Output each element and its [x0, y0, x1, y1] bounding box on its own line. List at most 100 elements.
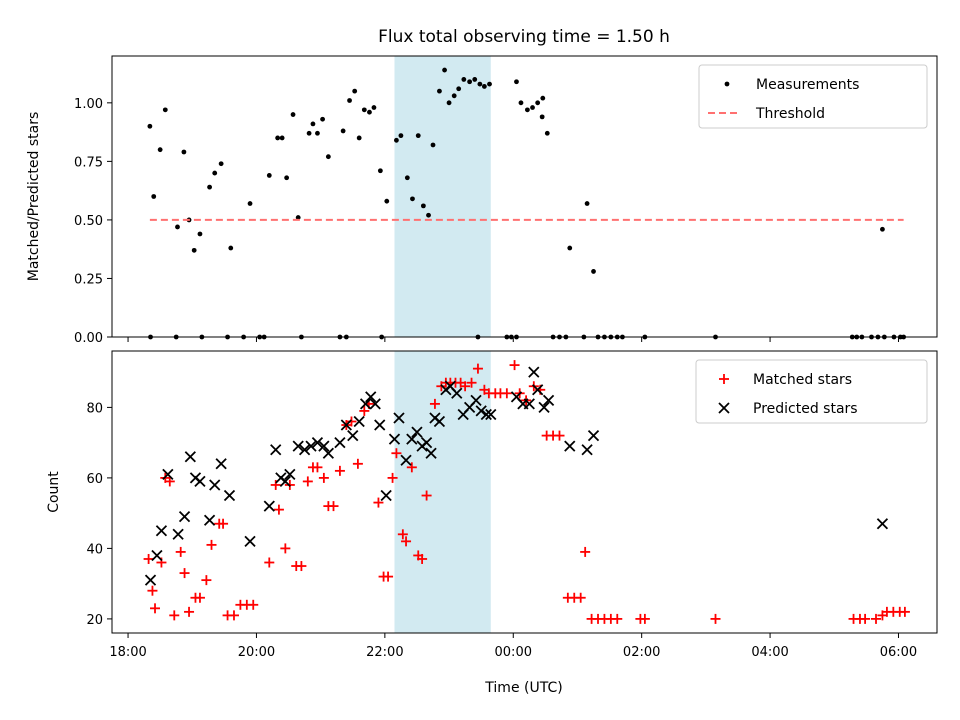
measurements-point	[420, 203, 426, 209]
measurements-point-shape	[384, 198, 390, 204]
measurements-point-shape	[461, 77, 467, 82]
predicted-stars-point	[564, 440, 576, 452]
measurements-point	[377, 168, 383, 174]
predicted-stars-point	[528, 366, 540, 378]
predicted-stars-point-b	[347, 429, 359, 442]
predicted-stars-point-b	[406, 433, 418, 445]
measurements-point-shape	[320, 116, 325, 122]
matched-stars-point	[201, 575, 212, 586]
predicted-stars-point	[279, 475, 291, 488]
predicted-stars-point-b	[532, 384, 544, 396]
matched-stars-point	[164, 476, 175, 487]
predicted-stars-point-b	[334, 437, 346, 449]
predicted-stars-point	[538, 401, 550, 414]
predicted-stars-point-b	[400, 454, 412, 466]
measurements-point-shape	[442, 67, 447, 73]
y-tick-label: 80	[86, 401, 103, 416]
ratio-legend: Measurements Threshold	[698, 64, 928, 129]
measurements-point	[228, 245, 234, 251]
predicted-stars-point	[475, 405, 487, 417]
measurements-point	[352, 88, 358, 94]
y-tick-label: 0.50	[74, 214, 103, 229]
measurements-point-shape	[197, 231, 203, 237]
predicted-stars-point	[347, 429, 359, 442]
predicted-stars-point-b	[318, 440, 330, 452]
matched-stars-point	[352, 458, 363, 469]
measurements-point-shape	[415, 133, 421, 139]
predicted-stars-point	[433, 415, 446, 428]
matched-stars-point	[472, 363, 483, 374]
count-marks	[143, 360, 910, 624]
measurements-point-shape	[347, 98, 352, 103]
measurements-point-shape	[162, 107, 168, 113]
matched-stars-point	[639, 613, 650, 624]
predicted-stars-point-b	[528, 366, 540, 378]
measurements-point-shape	[487, 81, 492, 87]
matched-stars-point	[184, 606, 195, 617]
predicted-stars-point-b	[151, 549, 163, 562]
predicted-stars-point-b	[365, 391, 377, 403]
measurements-point	[591, 269, 596, 274]
predicted-stars-point-b	[223, 489, 236, 502]
matched-stars-point	[373, 497, 384, 508]
measurements-point	[481, 84, 487, 89]
predicted-stars-point	[369, 398, 381, 410]
measurements-point	[147, 123, 153, 129]
measurements-point	[340, 128, 346, 134]
matched-stars-point	[296, 561, 307, 572]
y-tick-label: 0.75	[74, 155, 103, 170]
matched-stars-point	[270, 479, 281, 490]
predicted-stars-point-b	[388, 433, 401, 445]
predicted-stars-point	[144, 574, 157, 586]
measurements-point	[880, 226, 885, 232]
matched-stars-point	[397, 529, 408, 540]
measurements-point-shape	[567, 245, 573, 251]
legend-matched-stars-swatch	[719, 374, 729, 384]
measurements-point	[456, 86, 462, 92]
matched-stars-point	[391, 448, 402, 459]
measurements-point	[361, 107, 367, 113]
predicted-stars-point-b	[510, 391, 523, 403]
predicted-stars-point	[215, 458, 227, 470]
predicted-stars-point	[155, 525, 168, 537]
legend-predicted-stars-label: Predicted stars	[753, 401, 858, 417]
predicted-stars-point	[172, 528, 184, 540]
ratio-x-ticks	[127, 337, 899, 342]
predicted-stars-point-b	[215, 458, 227, 470]
measurements-point-shape	[367, 109, 372, 115]
count-legend: Matched stars Predicted stars	[695, 359, 928, 424]
matched-stars-point	[206, 539, 217, 550]
measurements-point	[446, 100, 452, 106]
measurements-point-shape	[591, 269, 596, 274]
predicted-stars-point	[151, 549, 163, 562]
measurements-point	[315, 130, 320, 136]
matched-stars-point	[406, 462, 417, 473]
matched-stars-point	[312, 462, 323, 473]
count-panel: 18:00 20:00 22:00 00:00 02:00 04:00 06:00 20 40…	[46, 350, 938, 660]
measurements-point	[347, 98, 352, 103]
measurements-point-shape	[481, 84, 487, 89]
matched-stars-point	[899, 606, 910, 617]
matched-stars-point	[194, 592, 205, 603]
matched-stars-point	[334, 465, 345, 476]
matched-stars-point	[501, 388, 512, 399]
measurements-point	[472, 77, 478, 82]
measurements-point-shape	[191, 247, 197, 253]
matched-stars-point	[421, 490, 432, 501]
matched-stars-point	[150, 603, 161, 614]
measurements-point	[410, 196, 415, 202]
count-y-axis-label: Count	[46, 471, 62, 513]
measurements-point	[415, 133, 421, 139]
predicted-stars-point	[420, 437, 433, 449]
measurements-point-shape	[325, 154, 331, 160]
matched-stars-point	[612, 613, 623, 624]
measurements-point	[544, 130, 550, 136]
predicted-stars-point-b	[184, 451, 196, 463]
legend-predicted-stars-swatch	[718, 402, 730, 414]
measurements-point-shape	[472, 77, 478, 82]
measurements-point	[279, 135, 285, 141]
predicted-stars-point-b	[144, 574, 157, 586]
matched-stars-point	[143, 553, 154, 564]
predicted-stars-point	[425, 447, 437, 459]
predicted-stars-point	[263, 500, 275, 512]
